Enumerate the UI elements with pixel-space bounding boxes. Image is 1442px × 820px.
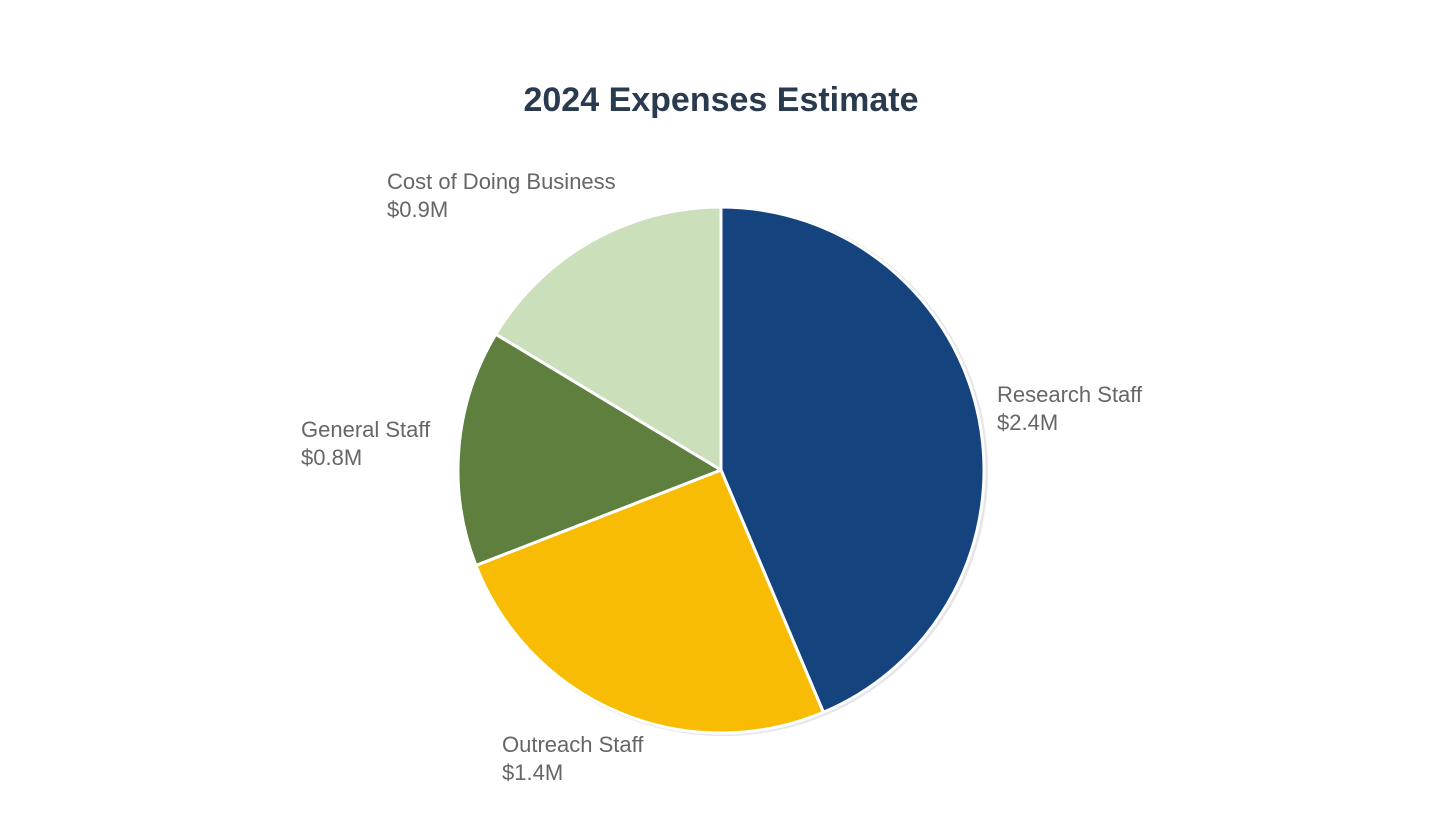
pie-slice-outreach-staff [474,468,825,735]
pie-slices [456,205,986,735]
chart-title: 2024 Expenses Estimate [523,81,918,119]
slice-label-name: Research Staff [997,382,1143,407]
slice-label-value: $1.4M [502,760,563,785]
pie-slice-cost-of-doing-business [494,205,723,472]
slice-label-value: $0.9M [387,197,448,222]
slice-label-value: $2.4M [997,410,1058,435]
slice-label-name: Outreach Staff [502,732,644,757]
slice-label-name: General Staff [301,417,431,442]
slice-label-value: $0.8M [301,445,362,470]
slice-label-name: Cost of Doing Business [387,169,616,194]
pie-slice-general-staff [456,332,723,567]
pie-slice-research-staff [719,205,986,714]
pie-labels: Research Staff $2.4M Outreach Staff $1.4M Ge… [301,169,1143,785]
